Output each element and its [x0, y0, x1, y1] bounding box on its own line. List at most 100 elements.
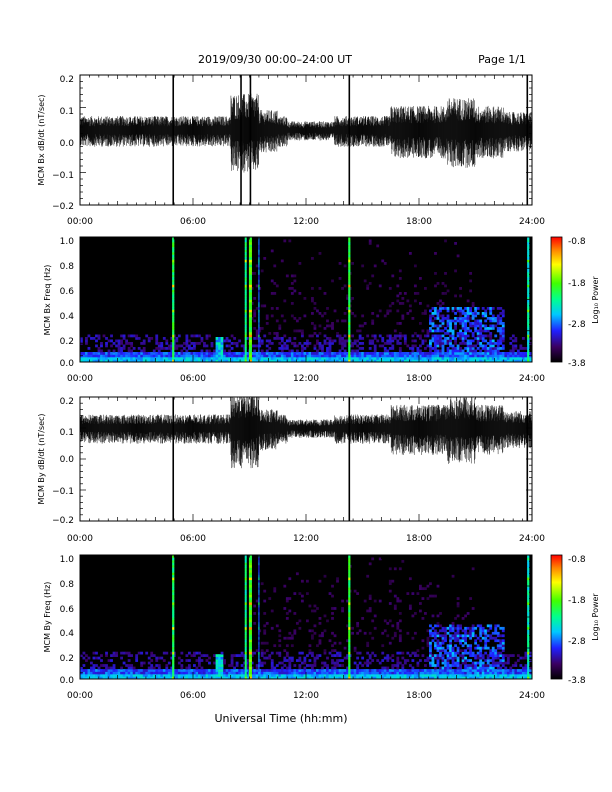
spectrogram-cell — [235, 359, 239, 363]
spectrogram-cell — [180, 359, 184, 363]
spectrogram-cell — [351, 352, 355, 355]
spectrogram-cell — [436, 339, 440, 343]
spectrogram-cell — [90, 676, 93, 680]
x-tick-label: 18:00 — [406, 217, 432, 227]
spectrogram-stripe — [172, 562, 175, 566]
spectrogram-stripe — [172, 564, 175, 568]
spectrogram-stripe — [248, 289, 252, 293]
spectrogram-cell — [341, 354, 344, 358]
spectrogram-cell — [411, 676, 415, 680]
spectrogram-cell — [529, 359, 533, 363]
spectrogram-cell — [243, 357, 247, 360]
spectrogram-stripe — [348, 352, 351, 355]
spectrogram-cell — [449, 327, 452, 330]
spectrogram-cell — [383, 666, 387, 670]
spectrogram-cell — [378, 344, 382, 348]
spectrogram-cell — [220, 664, 224, 667]
spectrogram-stripe — [258, 317, 260, 320]
spectrogram-cell — [258, 339, 262, 343]
spectrogram-cell — [185, 359, 189, 363]
spectrogram-cell — [519, 674, 523, 677]
spectrogram-cell — [132, 666, 136, 670]
spectrogram-cell — [381, 357, 385, 360]
spectrogram-cell — [137, 651, 141, 655]
spectrogram-cell — [92, 357, 96, 360]
spectrogram-cell — [115, 654, 118, 657]
spectrogram-cell — [283, 352, 287, 355]
spectrogram-cell — [115, 352, 118, 355]
spectrogram-cell — [353, 674, 357, 677]
spectrogram-cell — [481, 636, 485, 640]
spectrogram-cell — [366, 357, 370, 360]
spectrogram-stripe — [348, 624, 351, 628]
spectrogram-stripe — [248, 567, 252, 571]
spectrogram-cell — [511, 339, 515, 343]
spectrogram-cell — [529, 669, 533, 672]
spectrogram-cell — [353, 314, 357, 318]
spectrogram-cell — [501, 332, 505, 335]
spectrogram-cell — [95, 334, 98, 338]
spectrogram-cell — [434, 624, 437, 628]
spectrogram-cell — [298, 357, 302, 360]
spectrogram-cell — [331, 676, 334, 680]
spectrogram-cell — [193, 669, 196, 672]
spectrogram-cell — [142, 342, 146, 345]
spectrogram-cell — [496, 314, 500, 318]
spectrogram-cell — [295, 572, 299, 576]
spectrogram-cell — [449, 669, 452, 672]
spectrogram-stripe — [527, 621, 530, 625]
spectrogram-cell — [421, 654, 425, 657]
spectrogram-stripe — [244, 626, 247, 630]
spectrogram-cell — [481, 674, 485, 677]
spectrogram-cell — [323, 574, 327, 578]
spectrogram-cell — [218, 661, 221, 665]
spectrogram-cell — [132, 669, 136, 672]
spectrogram-cell — [328, 639, 332, 643]
spectrogram-cell — [130, 666, 134, 670]
spectrogram-cell — [303, 656, 307, 660]
spectrogram-cell — [300, 676, 304, 680]
spectrogram-cell — [303, 314, 307, 318]
spectrogram-cell — [434, 636, 437, 640]
page-number: Page 1/1 — [478, 53, 526, 66]
spectrogram-cell — [514, 664, 518, 667]
spectrogram-cell — [501, 339, 505, 343]
spectrogram-cell — [120, 359, 123, 363]
spectrogram-cell — [398, 357, 402, 360]
spectrogram-cell — [366, 674, 370, 677]
spectrogram-cell — [306, 344, 309, 348]
spectrogram-cell — [434, 676, 437, 680]
spectrogram-cell — [486, 342, 490, 345]
spectrogram-cell — [381, 631, 385, 635]
x-tick-label: 00:00 — [67, 691, 93, 701]
spectrogram-stripe — [258, 584, 260, 588]
spectrogram-cell — [187, 359, 191, 363]
spectrogram-cell — [117, 676, 121, 680]
spectrogram-cell — [356, 592, 360, 595]
spectrogram-cell — [147, 354, 151, 358]
spectrogram-cell — [92, 669, 96, 672]
spectrogram-cell — [501, 352, 505, 355]
spectrogram-cell — [476, 669, 480, 672]
spectrogram-stripe — [258, 636, 260, 640]
spectrogram-stripe — [527, 357, 530, 360]
spectrogram-cell — [511, 347, 515, 350]
spectrogram-cell — [285, 617, 289, 620]
spectrogram-cell — [185, 349, 189, 353]
spectrogram-cell — [386, 352, 390, 355]
spectrogram-cell — [358, 337, 362, 340]
spectrogram-cell — [471, 354, 475, 358]
spectrogram-cell — [328, 669, 332, 672]
spectrogram-cell — [278, 347, 282, 350]
spectrogram-cell — [371, 651, 375, 655]
spectrogram-cell — [411, 349, 415, 353]
spectrogram-cell — [396, 661, 400, 665]
spectrogram-cell — [476, 324, 480, 328]
spectrogram-stripe — [172, 332, 175, 335]
spectrogram-cell — [293, 342, 297, 345]
spectrogram-cell — [426, 669, 430, 672]
spectrogram-cell — [456, 674, 460, 677]
spectrogram-cell — [331, 339, 334, 343]
spectrogram-cell — [95, 664, 98, 667]
spectrogram-cell — [424, 587, 427, 591]
